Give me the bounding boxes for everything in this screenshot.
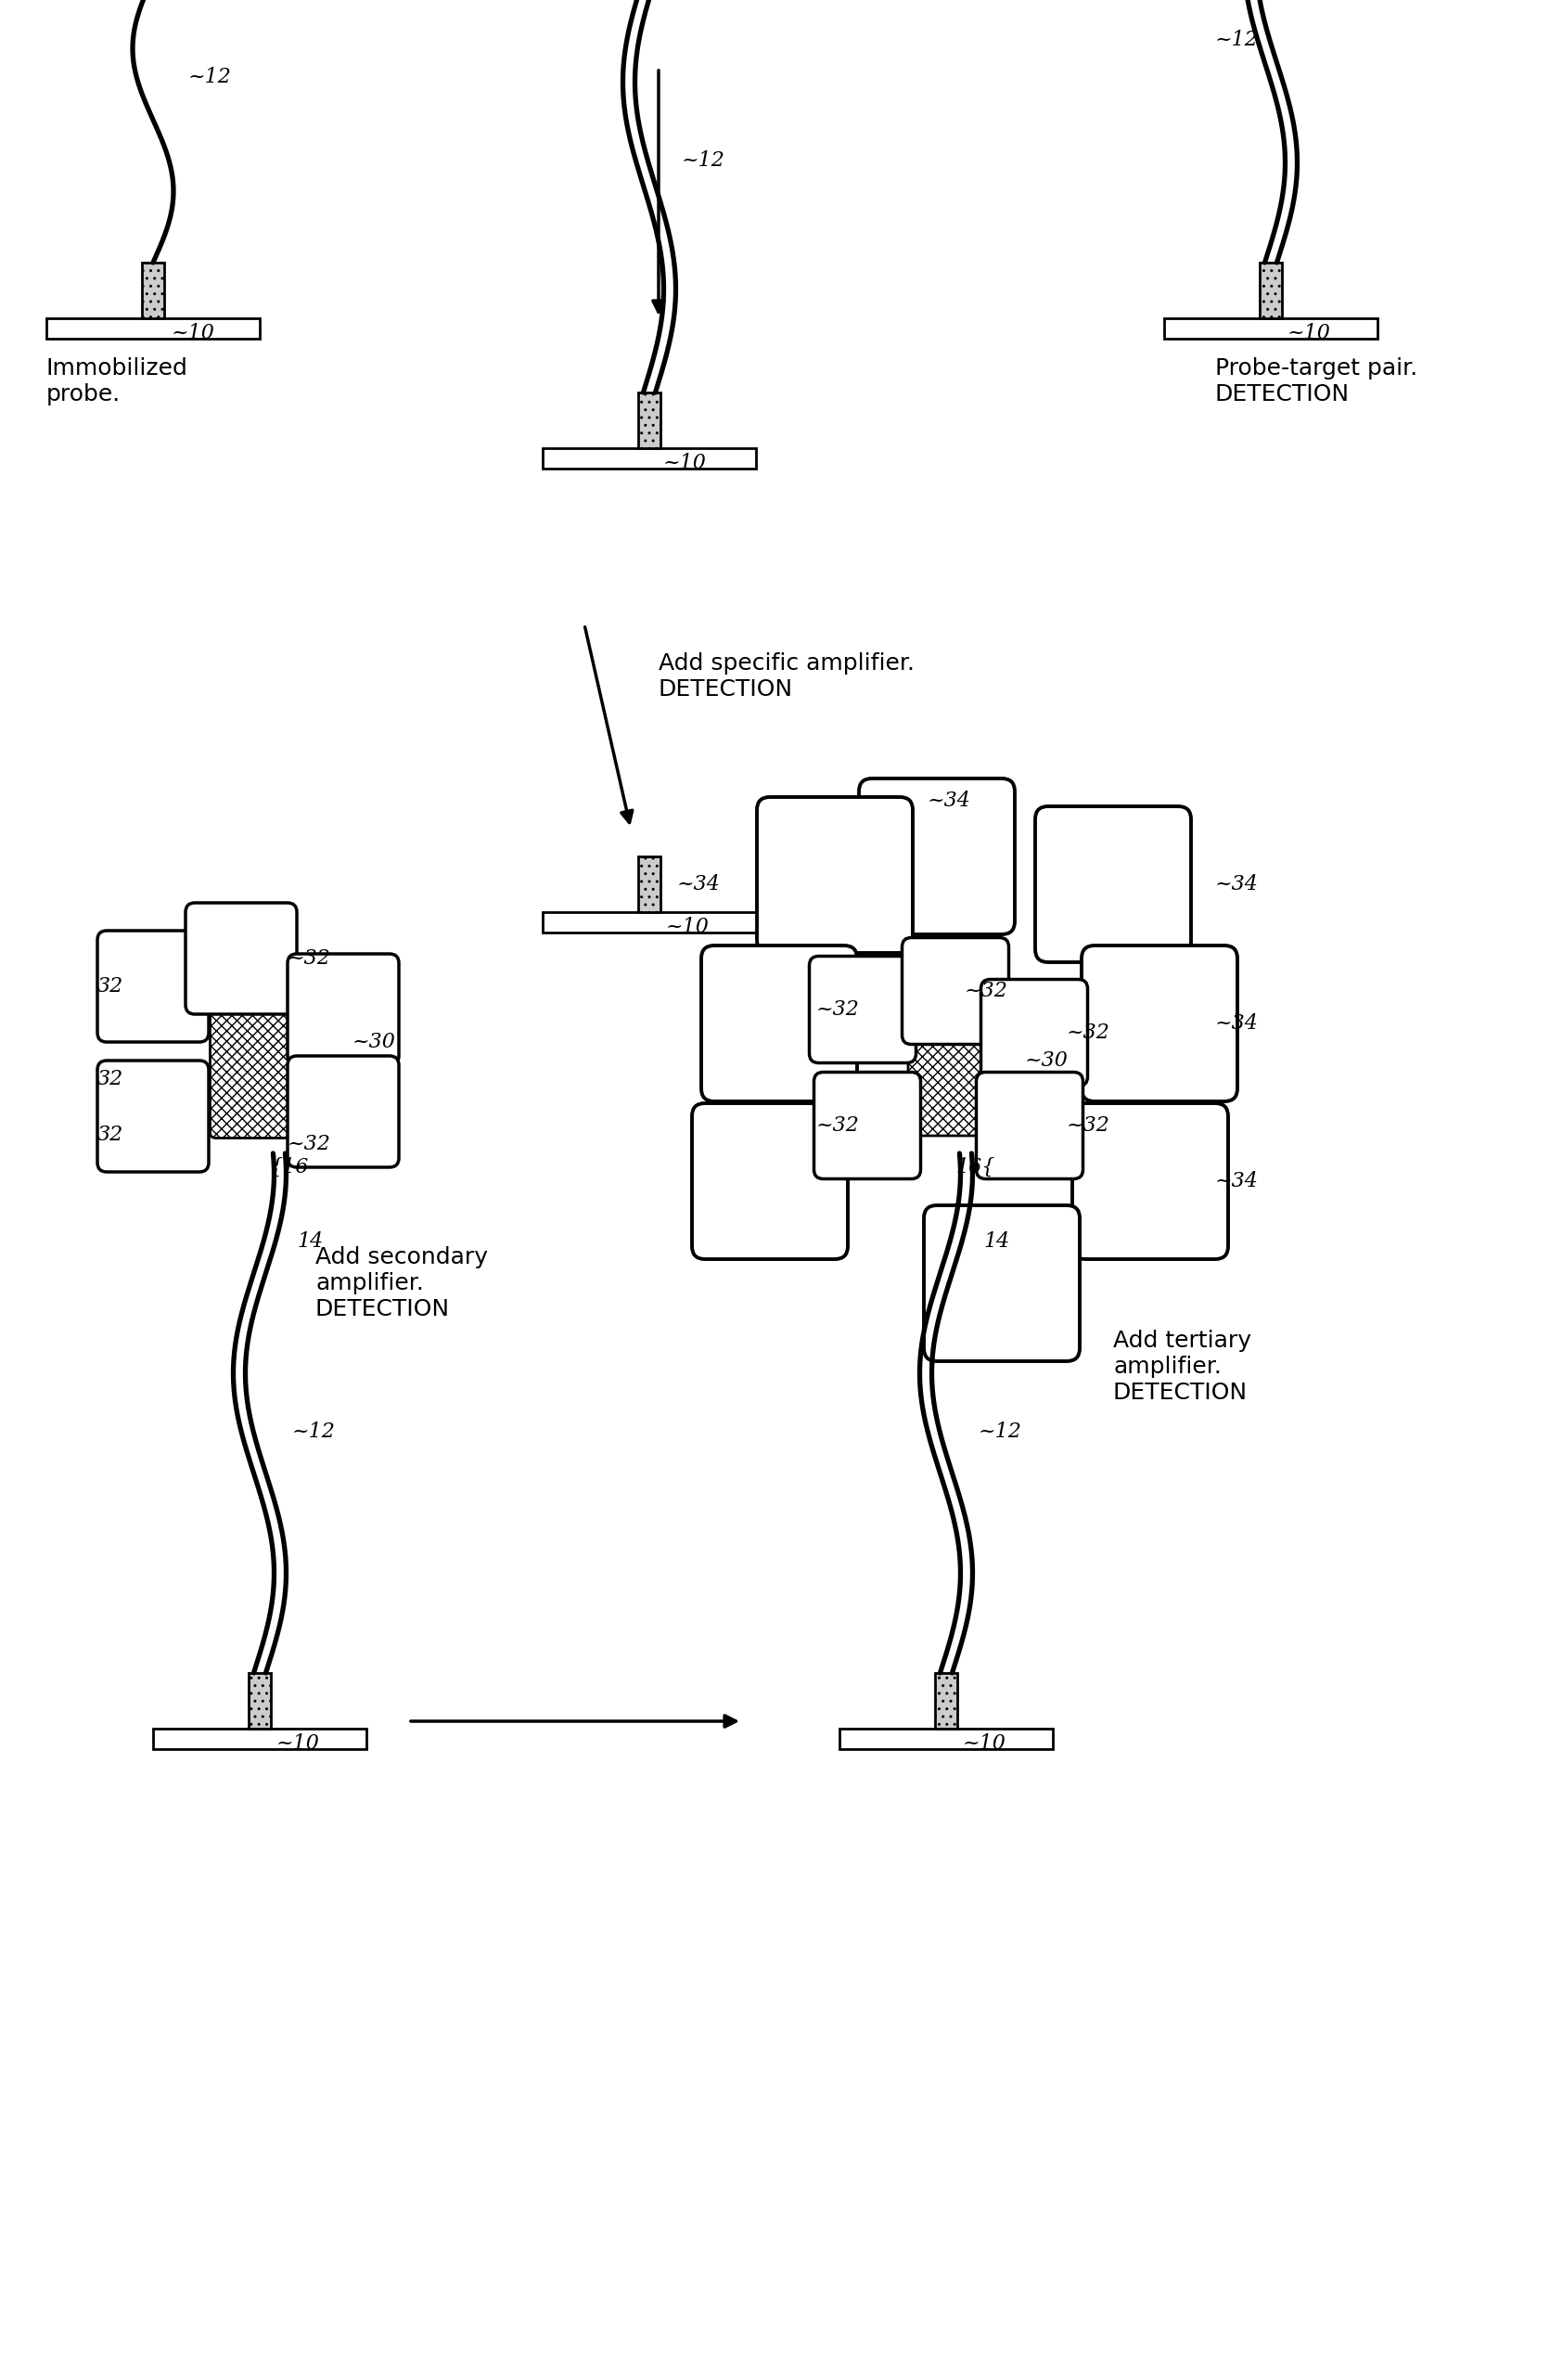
FancyBboxPatch shape <box>814 1071 921 1178</box>
Text: ~10: ~10 <box>666 916 710 938</box>
Text: Add specific amplifier.
DETECTION: Add specific amplifier. DETECTION <box>659 652 914 700</box>
Text: ~12: ~12 <box>293 1421 336 1442</box>
Text: ~12: ~12 <box>188 67 232 88</box>
Bar <box>542 447 756 469</box>
Text: {16: {16 <box>270 1157 308 1178</box>
Text: ~12: ~12 <box>978 1421 1021 1442</box>
Text: ~32: ~32 <box>817 1116 860 1135</box>
Bar <box>46 319 260 338</box>
Text: Immobilized
probe.: Immobilized probe. <box>46 357 188 405</box>
Bar <box>1260 262 1282 319</box>
FancyBboxPatch shape <box>981 981 1088 1085</box>
FancyBboxPatch shape <box>859 778 1015 935</box>
Bar <box>639 857 660 912</box>
FancyBboxPatch shape <box>288 954 398 1066</box>
Bar <box>143 262 164 319</box>
FancyBboxPatch shape <box>976 1071 1083 1178</box>
Text: ~32: ~32 <box>288 947 332 969</box>
FancyBboxPatch shape <box>809 957 916 1064</box>
FancyBboxPatch shape <box>186 902 298 1014</box>
Bar <box>1164 319 1378 338</box>
Text: ~34: ~34 <box>927 790 970 812</box>
Text: ~10: ~10 <box>1288 324 1331 343</box>
FancyBboxPatch shape <box>211 983 364 1138</box>
FancyBboxPatch shape <box>98 931 209 1042</box>
Text: ~32: ~32 <box>1066 1116 1110 1135</box>
Text: 32: 32 <box>98 1069 124 1090</box>
Bar <box>542 912 756 933</box>
FancyBboxPatch shape <box>1035 807 1190 962</box>
Text: ~12: ~12 <box>682 150 725 171</box>
Text: 32: 32 <box>98 976 124 997</box>
Bar <box>153 1728 366 1749</box>
FancyBboxPatch shape <box>98 1061 209 1171</box>
Text: ~34: ~34 <box>1215 1171 1259 1192</box>
FancyBboxPatch shape <box>924 1204 1080 1361</box>
Text: 14: 14 <box>983 1230 1009 1252</box>
FancyBboxPatch shape <box>691 1104 848 1259</box>
FancyBboxPatch shape <box>701 945 857 1102</box>
FancyBboxPatch shape <box>908 1004 1040 1135</box>
Text: ~32: ~32 <box>817 1000 860 1019</box>
Text: ~32: ~32 <box>1066 1023 1110 1042</box>
Text: ~12: ~12 <box>1215 29 1259 50</box>
Text: ~32: ~32 <box>288 1133 332 1154</box>
FancyBboxPatch shape <box>1073 1104 1228 1259</box>
Text: ~10: ~10 <box>172 324 215 343</box>
FancyBboxPatch shape <box>288 1057 398 1166</box>
Bar <box>935 1673 958 1728</box>
Text: Add tertiary
amplifier.
DETECTION: Add tertiary amplifier. DETECTION <box>1113 1330 1251 1404</box>
Text: 32: 32 <box>98 1126 124 1145</box>
Text: ~34: ~34 <box>1215 873 1259 895</box>
Text: ~30: ~30 <box>1025 1050 1068 1071</box>
Text: Probe-target pair.
DETECTION: Probe-target pair. DETECTION <box>1215 357 1418 405</box>
Text: ~30: ~30 <box>352 1033 395 1052</box>
Bar <box>639 393 660 447</box>
FancyBboxPatch shape <box>1082 945 1237 1102</box>
Text: ~34: ~34 <box>677 873 721 895</box>
Bar <box>248 1673 271 1728</box>
Text: 14: 14 <box>298 1230 322 1252</box>
FancyBboxPatch shape <box>756 797 913 952</box>
FancyBboxPatch shape <box>902 938 1009 1045</box>
Text: ~10: ~10 <box>663 452 707 474</box>
Text: ~32: ~32 <box>964 981 1008 1002</box>
Bar <box>840 1728 1052 1749</box>
Text: ~34: ~34 <box>1215 1014 1259 1033</box>
Text: ~10: ~10 <box>276 1733 319 1754</box>
Text: ~10: ~10 <box>963 1733 1006 1754</box>
Text: 16{: 16{ <box>955 1157 995 1178</box>
Text: Add secondary
amplifier.
DETECTION: Add secondary amplifier. DETECTION <box>315 1247 488 1321</box>
